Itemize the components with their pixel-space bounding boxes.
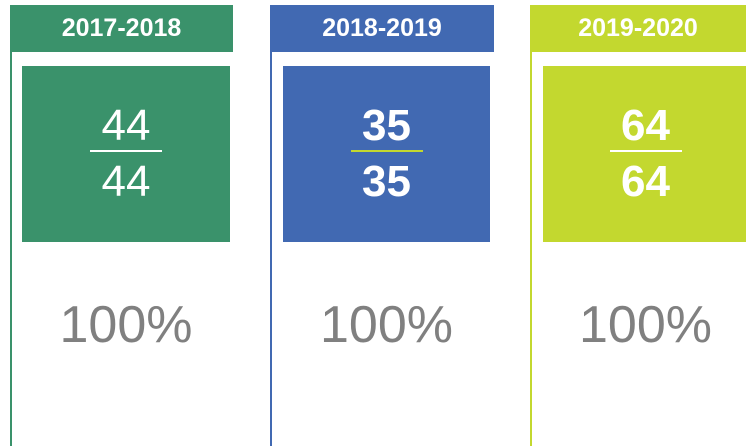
percentage: 100% <box>320 296 453 354</box>
year-card: 2017-2018 44 44 100% <box>10 5 270 446</box>
numerator: 44 <box>101 101 151 150</box>
fraction-box: 64 64 <box>543 66 746 242</box>
percentage: 100% <box>579 296 712 354</box>
year-card: 2018-2019 35 35 100% <box>270 5 530 446</box>
fraction-line <box>350 150 423 152</box>
denominator: 64 <box>621 157 670 206</box>
denominator: 44 <box>101 157 151 206</box>
year-header: 2019-2020 <box>530 5 746 52</box>
year-header: 2017-2018 <box>10 5 233 52</box>
year-header: 2018-2019 <box>270 5 494 52</box>
fraction-box: 35 35 <box>283 66 490 242</box>
numerator: 64 <box>621 101 670 150</box>
percentage: 100% <box>59 296 193 354</box>
denominator: 35 <box>362 157 411 206</box>
fraction-box: 44 44 <box>22 66 230 242</box>
year-card: 2019-2020 64 64 100% <box>530 5 746 446</box>
fraction-line <box>609 150 682 152</box>
fraction-line <box>90 150 162 152</box>
numerator: 35 <box>362 101 411 150</box>
